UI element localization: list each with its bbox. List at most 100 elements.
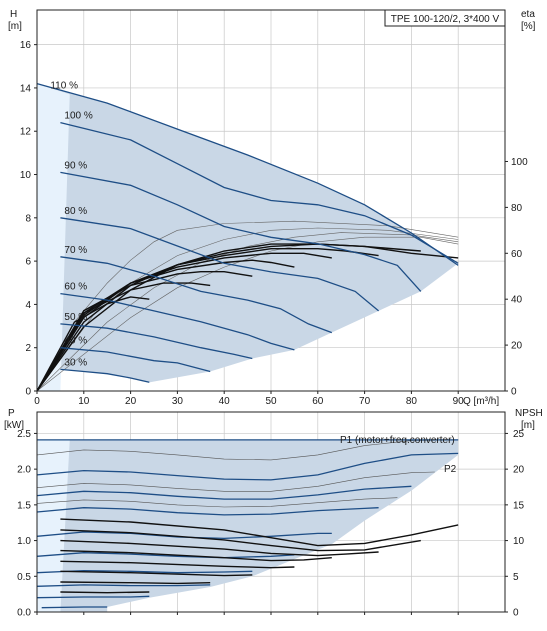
top-eta-tick-label: 20 [511, 341, 523, 352]
top-head-curve-50 [60, 323, 253, 360]
power-curve [36, 595, 150, 599]
top-head-curve-80 [60, 217, 380, 312]
p2-series-label: P2 [444, 464, 457, 475]
bottom-p-tick-label: 1.5 [17, 500, 31, 511]
bottom-npsh-tick-label: 10 [513, 536, 525, 547]
bottom-npsh-tick-label: 5 [513, 572, 519, 583]
speed-label: 60 % [64, 282, 87, 293]
bottom-operating-region [37, 439, 459, 612]
bottom-npsh-tick-label: 15 [513, 500, 525, 511]
power-curve [41, 606, 108, 609]
top-head-curve-30 [60, 368, 150, 383]
power-curve [36, 485, 412, 500]
speed-label: 80 % [64, 206, 87, 217]
top-eta-tick-label: 100 [511, 157, 528, 168]
power-thin-curve [36, 439, 459, 461]
top-head-curve-90 [60, 171, 422, 292]
bottom-min-flow-band [37, 439, 70, 612]
bottom-npsh-axis-unit: [m] [521, 420, 535, 431]
top-head-curves [36, 82, 459, 383]
top-x-tick-label: 0 [34, 396, 40, 407]
chart-title: TPE 100-120/2, 3*400 V [391, 14, 500, 25]
power-thin-curve [36, 497, 398, 508]
top-efficiency-curve [36, 282, 211, 392]
bottom-npsh-axis-label: NPSH [515, 408, 543, 419]
top-y-tick-label: 0 [25, 387, 31, 398]
top-operating-area [37, 83, 459, 392]
bottom-npsh-tick-label: 20 [513, 465, 525, 476]
top-y-axis-unit: [m] [8, 21, 22, 32]
top-eta-tick-label: 40 [511, 295, 523, 306]
bottom-axes [34, 411, 508, 615]
speed-label: 90 % [64, 160, 87, 171]
top-efficiency-thin-curve [36, 236, 459, 392]
speed-label: 100 % [64, 111, 92, 122]
bottom-power-thin-curves [36, 439, 459, 508]
top-efficiency-curve [36, 243, 459, 392]
top-operating-region [37, 83, 459, 392]
speed-label: 40 % [64, 336, 87, 347]
npsh-curve [60, 581, 211, 585]
speed-label: 50 % [64, 312, 87, 323]
top-axes [34, 9, 508, 394]
top-y-tick-label: 8 [25, 213, 31, 224]
bottom-p-tick-label: 2.0 [17, 465, 31, 476]
npsh-curve [60, 591, 150, 594]
bottom-p-tick-label: 2.5 [17, 429, 31, 440]
top-head-curve-40 [60, 347, 211, 373]
npsh-curve [60, 518, 459, 547]
top-y-axis-label: H [10, 9, 17, 20]
power-thin-curve [36, 471, 435, 492]
top-efficiency-curve [36, 259, 295, 392]
top-y-tick-label: 10 [20, 170, 32, 181]
bottom-p-tick-label: 0.5 [17, 572, 31, 583]
top-eta-tick-label: 80 [511, 203, 523, 214]
npsh-curve [60, 529, 421, 552]
title-box [384, 9, 506, 27]
top-x-tick-label: 50 [265, 396, 277, 407]
bottom-p-axis-label: P [8, 408, 15, 419]
top-y-tick-label: 12 [20, 127, 32, 138]
top-x-tick-label: 30 [172, 396, 184, 407]
top-y-tick-label: 6 [25, 257, 31, 268]
npsh-curve [60, 539, 379, 557]
power-curve [36, 552, 295, 559]
top-efficiency-curve [36, 243, 421, 392]
power-curve [36, 584, 211, 587]
top-x-tick-label: 10 [78, 396, 90, 407]
top-head-curve-110 [36, 82, 459, 266]
top-efficiency-thin-curve [36, 232, 459, 392]
top-efficiency-curves [36, 243, 459, 392]
top-y-tick-label: 14 [20, 83, 32, 94]
top-x-tick-label: 60 [312, 396, 324, 407]
bottom-npsh-tick-label: 25 [513, 429, 525, 440]
power-curve [36, 507, 379, 516]
bottom-npsh-curves [60, 518, 459, 594]
npsh-curve [60, 570, 253, 577]
top-min-flow-band [37, 83, 70, 392]
bottom-p-tick-label: 0.0 [17, 608, 31, 619]
speed-label: 70 % [64, 245, 87, 256]
speed-label: 30 % [64, 357, 87, 368]
npsh-curve [60, 560, 295, 569]
top-labels: 0 2 4 6 8 10 12 14 16 0 20 40 60 80 100 0 10 20 30 40 50 60 70… [8, 9, 536, 407]
top-x-tick-label: 20 [125, 396, 137, 407]
bottom-labels: 0.0 0.5 1.0 1.5 2.0 2.5 0 5 10 15 20 25 P[kW] NPSH[m]… [4, 408, 543, 619]
top-y-tick-label: 4 [25, 300, 31, 311]
top-efficiency-thin-curve [36, 220, 459, 392]
p1-series-label: P1 (motor+freq.converter) [340, 435, 455, 446]
top-eta-tick-label: 0 [511, 387, 517, 398]
top-efficiency-curve [36, 271, 253, 392]
top-head-curve-100 [60, 121, 459, 264]
top-eta-tick-label: 60 [511, 249, 523, 260]
top-efficiency-curve [36, 296, 150, 392]
bottom-p-tick-label: 1.0 [17, 536, 31, 547]
top-eta-axis-label: eta [521, 9, 535, 20]
top-x-tick-label: 90 [453, 396, 465, 407]
bottom-npsh-tick-label: 0 [513, 608, 519, 619]
speed-label: 110 % [50, 81, 78, 92]
top-head-curve-70 [60, 256, 333, 334]
top-eta-axis-unit: [%] [521, 21, 536, 32]
